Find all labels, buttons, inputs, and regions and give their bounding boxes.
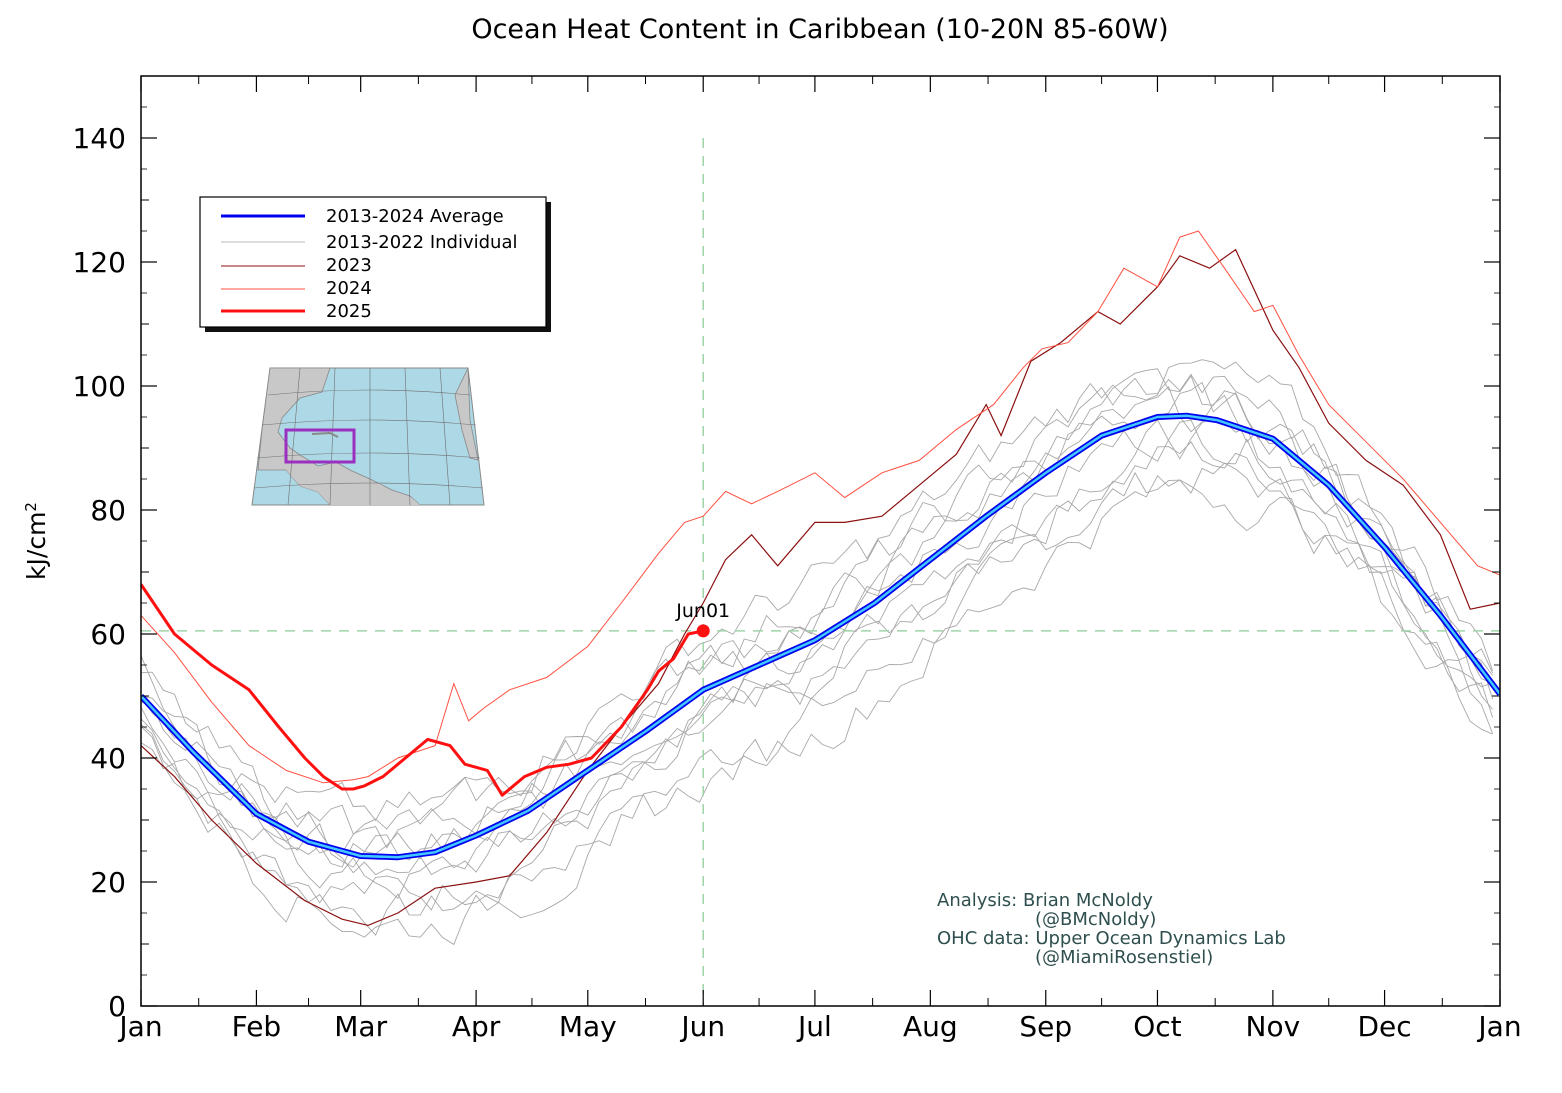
x-tick-label: Jan bbox=[117, 1010, 162, 1043]
credit-analysis-handle: (@BMcNoldy) bbox=[1035, 909, 1156, 930]
legend-label-2025: 2025 bbox=[326, 301, 372, 322]
x-tick-label: May bbox=[559, 1010, 617, 1043]
y-tick-label: 20 bbox=[90, 866, 126, 899]
x-tick-label: Jul bbox=[796, 1010, 832, 1043]
individual-year-line bbox=[141, 368, 1494, 849]
series-layer bbox=[141, 230, 1500, 927]
x-tick-label: Jun bbox=[679, 1010, 725, 1043]
legend-label-individual: 2013-2022 Individual bbox=[326, 232, 518, 253]
x-tick-label: Dec bbox=[1357, 1010, 1411, 1043]
credit-data-handle: (@MiamiRosenstiel) bbox=[1035, 947, 1213, 968]
series-2024-line bbox=[141, 230, 1500, 784]
x-tick-label: Jan bbox=[1476, 1010, 1521, 1043]
series-average-highlight bbox=[141, 414, 1500, 859]
x-tick-label: Sep bbox=[1019, 1010, 1072, 1043]
individual-years-group bbox=[141, 359, 1494, 946]
individual-year-line bbox=[141, 419, 1493, 876]
legend-box bbox=[199, 196, 547, 328]
y-tick-label: 140 bbox=[73, 122, 126, 155]
chart-title: Ocean Heat Content in Caribbean (10-20N … bbox=[471, 14, 1168, 45]
credit-data: OHC data: Upper Ocean Dynamics Lab bbox=[937, 928, 1286, 949]
marker-layer: Jun01 bbox=[675, 600, 730, 638]
x-tick-label: Feb bbox=[232, 1010, 282, 1043]
jun01-marker bbox=[696, 624, 710, 638]
individual-year-line bbox=[141, 441, 1494, 911]
y-axis-title: kJ/cm2 bbox=[22, 502, 51, 580]
individual-year-line bbox=[141, 475, 1493, 946]
legend-label-average: 2013-2024 Average bbox=[326, 206, 504, 227]
credit-analysis: Analysis: Brian McNoldy bbox=[937, 890, 1153, 911]
legend: 2013-2024 Average 2013-2022 Individual 2… bbox=[199, 196, 551, 332]
x-tick-label: Oct bbox=[1133, 1010, 1181, 1043]
x-tick-label: Nov bbox=[1246, 1010, 1301, 1043]
y-tick-label: 100 bbox=[73, 370, 126, 403]
reference-lines bbox=[141, 138, 1500, 1006]
jun01-annotation: Jun01 bbox=[675, 600, 730, 622]
legend-label-2023: 2023 bbox=[326, 255, 372, 276]
x-tick-label: Mar bbox=[334, 1010, 387, 1043]
legend-label-2024: 2024 bbox=[326, 278, 372, 299]
caribbean-map-icon bbox=[251, 367, 485, 506]
individual-year-line bbox=[141, 359, 1494, 822]
axis-ticks: 0 20 40 60 80 100 120 140 Jan Feb Mar Apr May Jun Jul A… bbox=[73, 76, 1522, 1043]
credits: Analysis: Brian McNoldy (@BMcNoldy) OHC … bbox=[937, 890, 1286, 968]
individual-year-line bbox=[141, 373, 1493, 854]
y-tick-label: 60 bbox=[90, 618, 126, 651]
x-tick-label: Apr bbox=[452, 1010, 501, 1043]
individual-year-line bbox=[141, 386, 1494, 868]
series-2025-line bbox=[141, 583, 704, 797]
y-tick-label: 120 bbox=[73, 246, 126, 279]
x-tick-label: Aug bbox=[903, 1010, 958, 1043]
individual-year-line bbox=[141, 381, 1493, 868]
y-tick-label: 0 bbox=[108, 990, 126, 1023]
y-tick-label: 40 bbox=[90, 742, 126, 775]
individual-year-line bbox=[141, 418, 1493, 900]
series-2023-line bbox=[141, 248, 1500, 927]
y-tick-label: 80 bbox=[90, 494, 126, 527]
